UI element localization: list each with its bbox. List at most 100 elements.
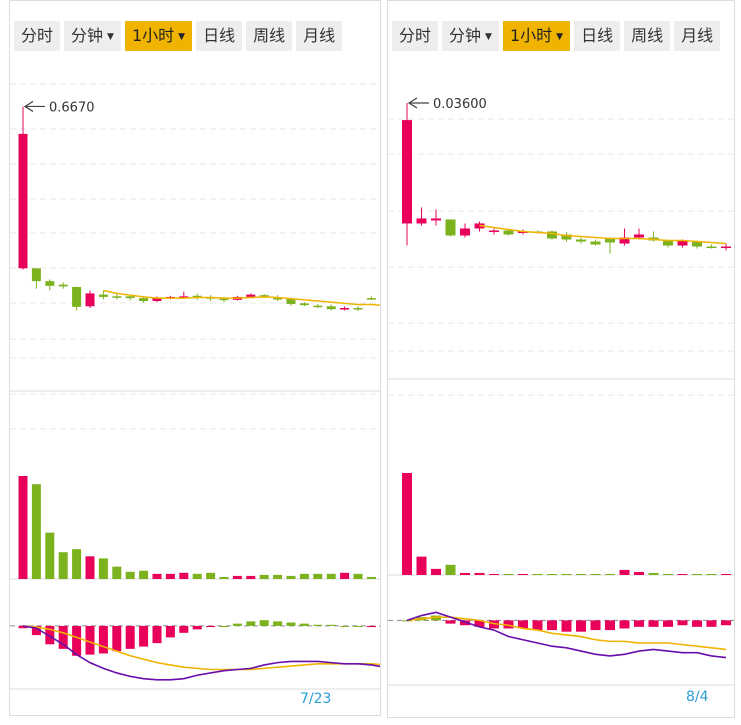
volume-bar: [72, 549, 82, 579]
macd-histogram-bar: [219, 625, 229, 627]
volume-bar: [677, 573, 688, 575]
candle-body: [286, 298, 296, 304]
macd-histogram-bar: [474, 620, 485, 627]
volume-bar: [192, 573, 202, 579]
volume-bar: [721, 573, 731, 575]
candle-body: [139, 298, 149, 302]
volume-bar: [648, 572, 659, 575]
macd-histogram-bar: [313, 624, 323, 626]
volume-bar: [219, 576, 229, 579]
candle-body: [72, 286, 82, 307]
macd-histogram-bar: [706, 620, 717, 627]
macd-histogram-bar: [648, 620, 659, 627]
macd-histogram-bar: [431, 615, 441, 621]
kline-chart[interactable]: 0.6670: [10, 1, 380, 715]
volume-bar: [45, 532, 55, 579]
candle-body: [246, 294, 256, 297]
candle-body: [590, 241, 601, 245]
macd-histogram-bar: [547, 620, 557, 631]
tab-1hour[interactable]: 1小时 ▼: [502, 21, 571, 51]
macd-histogram-bar: [677, 620, 688, 626]
volume-bar: [353, 573, 363, 579]
volume-bar: [692, 573, 702, 575]
macd-histogram-bar: [152, 625, 162, 644]
macd-histogram-bar: [299, 623, 309, 626]
macd-histogram-bar: [402, 620, 412, 622]
candle-body: [98, 294, 108, 297]
volume-bar: [179, 572, 189, 579]
period-toolbar: 分时 分钟 ▼ 1小时 ▼ 日线 周线 月线: [388, 1, 734, 51]
caret-down-icon: ▼: [178, 32, 186, 42]
tab-monthly[interactable]: 月线: [674, 21, 721, 51]
macd-histogram-bar: [532, 620, 543, 631]
tab-minute[interactable]: 分钟 ▼: [64, 21, 121, 51]
macd-histogram-bar: [619, 620, 630, 629]
candle-body: [326, 306, 336, 310]
candle-body: [634, 234, 644, 238]
volume-bar: [366, 576, 376, 579]
volume-bar: [663, 573, 673, 575]
tab-daily[interactable]: 日线: [574, 21, 621, 51]
candle-body: [340, 308, 350, 310]
macd-dif-line: [22, 625, 380, 681]
candle-body: [112, 296, 122, 298]
candle-body: [561, 234, 572, 240]
volume-bar: [431, 568, 441, 575]
macd-histogram-bar: [692, 620, 702, 627]
macd-histogram-bar: [445, 620, 456, 624]
max-arrow-head: [23, 100, 34, 112]
candle-body: [299, 303, 309, 306]
tab-weekly[interactable]: 周线: [246, 21, 293, 51]
volume-bar: [112, 566, 122, 579]
candle-body: [125, 296, 135, 299]
macd-histogram-bar: [273, 621, 283, 626]
volume-bar: [85, 556, 95, 579]
macd-histogram-bar: [326, 624, 336, 626]
tab-minute[interactable]: 分钟 ▼: [442, 21, 499, 51]
tab-monthly[interactable]: 月线: [296, 21, 343, 51]
candle-body: [619, 237, 630, 244]
volume-bar: [206, 572, 216, 579]
max-price-label: 0.03600: [433, 97, 487, 112]
candle-body: [706, 246, 717, 249]
macd-histogram-bar: [45, 625, 55, 645]
candle-body: [431, 218, 441, 221]
volume-bar: [232, 575, 242, 579]
candle-body: [259, 295, 269, 297]
candle-body: [445, 219, 456, 236]
candle-body: [353, 308, 363, 310]
macd-dea-line: [22, 625, 380, 671]
macd-histogram-bar: [112, 625, 122, 652]
candle-body: [219, 298, 229, 301]
date-label: 8/4: [686, 689, 709, 705]
caret-down-icon: ▼: [107, 32, 114, 42]
macd-histogram-bar: [634, 620, 644, 627]
moving-average-line: [479, 224, 727, 245]
tab-1hour[interactable]: 1小时 ▼: [124, 21, 193, 51]
candle-body: [85, 293, 95, 307]
macd-histogram-bar: [179, 625, 189, 633]
candle-body: [677, 240, 688, 246]
tab-timeshare[interactable]: 分时: [14, 21, 61, 51]
tab-daily[interactable]: 日线: [196, 21, 243, 51]
volume-bar: [590, 573, 601, 575]
volume-bar: [286, 575, 296, 579]
candle-body: [273, 298, 283, 300]
tab-timeshare[interactable]: 分时: [392, 21, 439, 51]
tab-weekly[interactable]: 周线: [624, 21, 671, 51]
candle-body: [663, 240, 673, 246]
moving-average-line: [103, 289, 380, 307]
macd-histogram-bar: [721, 620, 731, 626]
volume-bar: [152, 573, 162, 579]
macd-histogram-bar: [58, 625, 68, 649]
macd-histogram-bar: [206, 625, 216, 628]
kline-chart[interactable]: 0.03600: [388, 1, 734, 717]
volume-bar: [634, 571, 644, 575]
caret-down-icon: ▼: [556, 32, 564, 42]
macd-histogram-bar: [31, 625, 41, 636]
volume-bar: [165, 573, 175, 579]
macd-histogram-bar: [353, 625, 363, 627]
macd-histogram-bar: [340, 625, 350, 627]
macd-histogram-bar: [561, 620, 572, 632]
macd-histogram-bar: [246, 621, 256, 626]
